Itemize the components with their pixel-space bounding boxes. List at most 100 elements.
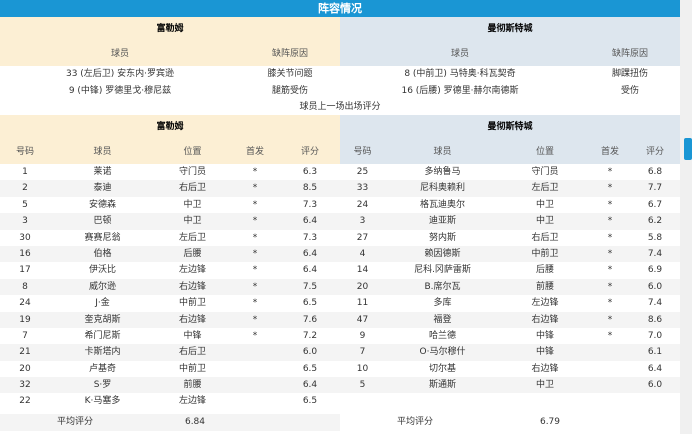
number: 20 [19, 363, 31, 374]
avg-label: 平均评分 [56, 417, 93, 427]
starter [590, 377, 630, 393]
position: 中前卫 [178, 298, 206, 309]
number: 21 [19, 347, 31, 358]
number: 19 [19, 314, 31, 325]
rating: 6.4 [302, 216, 318, 227]
player-row: 16 伯格 后腰 * 6.4 [0, 245, 340, 263]
player: B.席尔瓦 [424, 281, 461, 292]
starter [230, 361, 280, 377]
starter: * [252, 199, 258, 210]
player-row: 5 安德森 中卫 * 7.3 [0, 196, 340, 214]
col-number: 号码 [353, 147, 372, 157]
rating: 6.0 [647, 380, 663, 391]
position: 中卫 [535, 216, 554, 227]
player: 迪亚斯 [428, 216, 456, 227]
col-rating: 评分 [645, 147, 664, 157]
player-row: 24 格瓦迪奥尔 中卫 * 6.7 [340, 196, 680, 214]
position: 中前卫 [531, 248, 559, 259]
col-position: 位置 [183, 147, 202, 157]
player-row: 22 K·马塞多 左边锋 6.5 [0, 393, 340, 410]
starter: * [607, 199, 613, 210]
number: 11 [356, 298, 369, 309]
rating: 7.3 [302, 232, 318, 243]
player: S·罗 [93, 380, 112, 391]
player: 多纳鲁马 [424, 167, 461, 177]
player: 赖因德斯 [424, 248, 461, 259]
player: 斯通斯 [428, 380, 456, 391]
player-row: 5 斯通斯 中卫 6.0 [340, 377, 680, 394]
scrollbar-thumb[interactable] [684, 138, 692, 160]
rating: 7.0 [647, 330, 663, 341]
rating: 6.8 [647, 167, 663, 177]
player: 切尔基 [428, 363, 456, 374]
player-row: 7 O·马尔穆什 中锋 6.1 [340, 344, 680, 361]
number: 9 [359, 330, 366, 341]
player: J·金 [95, 298, 110, 309]
player: 赛赛尼翁 [84, 232, 121, 243]
rating: 8.6 [647, 314, 663, 325]
team-name: 曼彻斯特城 [340, 17, 680, 42]
rating: 6.3 [302, 167, 318, 177]
team-name: 富勒姆 [0, 17, 340, 42]
player-row: 20 卢基奇 中前卫 6.5 [0, 360, 340, 378]
player: 16 (后腰) 罗德里·赫尔南德斯 [401, 86, 519, 96]
player-row: 33 尼科奥赖利 左后卫 * 7.7 [340, 180, 680, 197]
scrollbar[interactable] [680, 0, 692, 434]
avg-value: 6.79 [539, 417, 561, 427]
player: 伊沃比 [88, 265, 116, 276]
position: 右后卫 [178, 183, 206, 194]
player-row: 19 奎克胡斯 右边锋 * 7.6 [0, 311, 340, 328]
rating: 6.4 [302, 265, 318, 276]
position: 右边锋 [178, 314, 206, 325]
player: 安德森 [88, 199, 116, 210]
avg-label: 平均评分 [396, 417, 433, 427]
number: 30 [19, 232, 31, 243]
number: 16 [19, 248, 31, 259]
home-ratings: 富勒姆 号码 球员 位置 首发 评分 1 莱诺 守门员 * 6.3 2 泰迪 右后卫 * 8.5 5 安德森中… [0, 115, 340, 410]
player: 福登 [433, 314, 452, 325]
player-row: 9 哈兰德 中锋 * 7.0 [340, 327, 680, 345]
player: 9 (中锋) 罗德里戈·穆尼兹 [68, 86, 172, 96]
starter [590, 361, 630, 377]
player: 尼科.冈萨雷斯 [414, 265, 471, 276]
player-row: 17 伊沃比 左边锋 * 6.4 [0, 262, 340, 279]
player: 卢基奇 [88, 363, 116, 374]
player: 哈兰德 [428, 330, 456, 341]
number: 3 [22, 216, 28, 227]
player-row: 10 切尔基 右边锋 6.4 [340, 360, 680, 378]
col-player: 球员 [450, 49, 469, 59]
team-name: 曼彻斯特城 [340, 115, 680, 140]
player-row: 11 多库 左边锋 * 7.4 [340, 295, 680, 312]
position: 前腰 [535, 281, 554, 292]
position: 右后卫 [531, 232, 559, 243]
player-row: 8 威尔逊 右边锋 * 7.5 [0, 278, 340, 296]
number: 8 [22, 281, 28, 292]
injury-row: 33 (左后卫) 安东内·罗宾逊 膝关节问题 [0, 66, 340, 83]
position: 守门员 [531, 167, 559, 177]
position: 右边锋 [531, 363, 559, 374]
position: 中卫 [535, 380, 554, 391]
away-average: 平均评分 6.79 [340, 414, 680, 431]
starter: * [252, 265, 258, 276]
player: 多库 [433, 298, 452, 309]
starter: * [607, 248, 613, 259]
col-position: 位置 [535, 147, 554, 157]
player-row: 7 希门尼斯 中锋 * 7.2 [0, 327, 340, 345]
col-reason: 缺阵原因 [611, 49, 648, 59]
position: 中锋 [183, 330, 202, 341]
ratings-caption: 球员上一场出场评分 [0, 100, 680, 115]
starter: * [252, 248, 258, 259]
position: 中前卫 [178, 363, 206, 374]
home-injuries: 富勒姆 球员 缺阵原因 33 (左后卫) 安东内·罗宾逊 膝关节问题 9 (中锋) … [0, 17, 340, 100]
team-name: 富勒姆 [0, 115, 340, 140]
player: 格瓦迪奥尔 [419, 199, 465, 210]
section-title: 阵容情况 [0, 0, 680, 17]
rating: 6.9 [647, 265, 663, 276]
rating: 6.1 [647, 347, 663, 358]
starter: * [252, 232, 258, 243]
number: 10 [356, 363, 369, 374]
rating: 6.4 [302, 248, 318, 259]
player-row: 24 J·金 中前卫 * 6.5 [0, 295, 340, 312]
injury-row: 8 (中前卫) 马特奥·科瓦契奇 脚踝扭伤 [340, 66, 680, 83]
player: 8 (中前卫) 马特奥·科瓦契奇 [404, 69, 516, 79]
